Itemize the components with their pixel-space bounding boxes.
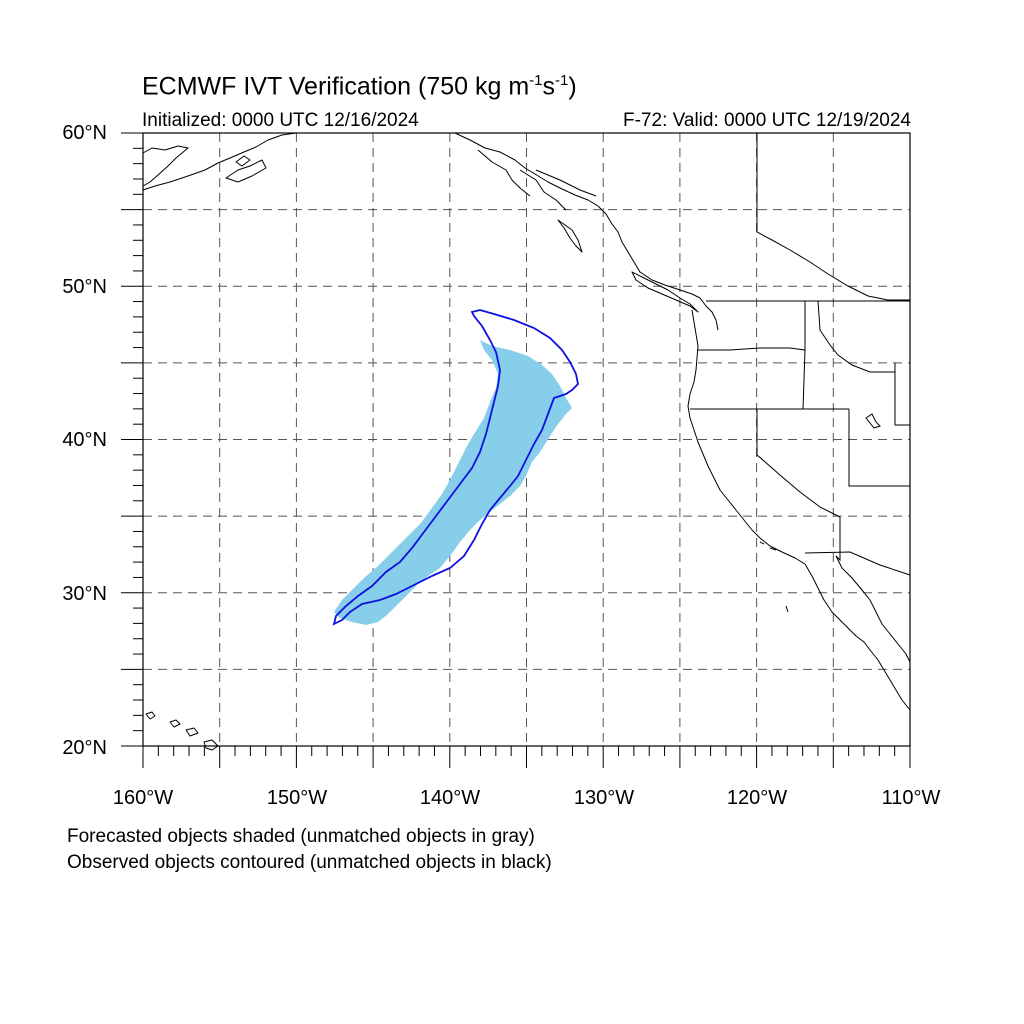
valid-label: F-72: Valid: 0000 UTC 12/19/2024 xyxy=(623,110,911,131)
bc-coast xyxy=(454,132,719,331)
axis-ticks xyxy=(121,132,911,768)
us-west-coast xyxy=(687,309,806,565)
gsl-lake xyxy=(865,413,881,429)
plot-frame xyxy=(142,132,911,747)
az-border xyxy=(804,517,911,576)
lat-label-30: 30°N xyxy=(62,583,107,605)
vancouver-island xyxy=(631,271,699,313)
idaho-border xyxy=(802,300,895,410)
observed-ivt-contour xyxy=(332,309,579,626)
baja-california xyxy=(804,563,911,711)
initialized-label: Initialized: 0000 UTC 12/16/2024 xyxy=(142,110,419,131)
lon-label-110w: 110°W xyxy=(881,787,941,809)
alaska-canada-border xyxy=(535,133,910,301)
forecast-note: Forecasted objects shaded (unmatched obj… xyxy=(67,826,535,847)
coastlines xyxy=(142,132,911,751)
wy-border xyxy=(894,363,910,426)
wa-or-border xyxy=(697,301,806,351)
political-boundaries xyxy=(535,133,911,576)
lon-label-130w: 130°W xyxy=(573,787,635,809)
kodiak-island xyxy=(225,159,267,183)
haida-gwaii xyxy=(557,219,583,253)
lat-label-40: 40°N xyxy=(62,429,107,451)
hawaii-kauai xyxy=(145,711,156,720)
lon-label-160w: 160°W xyxy=(112,787,174,809)
chart-title: ECMWF IVT Verification (750 kg m-1s-1) xyxy=(142,72,577,101)
hawaii-big-island xyxy=(203,739,219,751)
hawaii-maui xyxy=(185,727,199,737)
lat-label-50: 50°N xyxy=(62,276,107,298)
lon-label-140w: 140°W xyxy=(419,787,481,809)
lon-label-150w: 150°W xyxy=(266,787,328,809)
lat-label-60: 60°N xyxy=(62,122,107,144)
ca-nv-border xyxy=(756,409,841,518)
lon-label-120w: 120°W xyxy=(726,787,788,809)
observed-note: Observed objects contoured (unmatched ob… xyxy=(67,852,552,873)
nv-ut-border xyxy=(848,409,910,487)
lat-label-20: 20°N xyxy=(62,737,107,759)
hawaii-oahu xyxy=(169,719,181,728)
mexico-mainland xyxy=(835,555,911,663)
alaska-coast xyxy=(142,132,297,191)
forecast-ivt-object xyxy=(334,340,572,625)
